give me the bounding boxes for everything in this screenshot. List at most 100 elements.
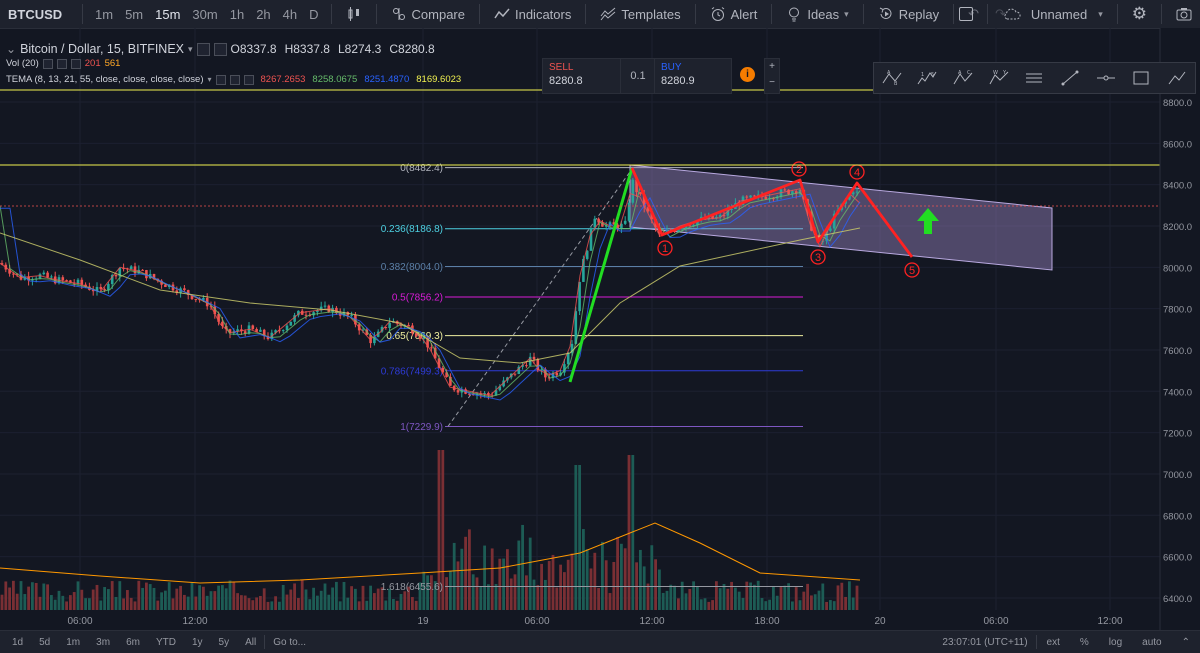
rectangle-icon[interactable]	[1129, 67, 1153, 89]
divider	[986, 4, 988, 24]
auto-toggle[interactable]: auto	[1142, 636, 1162, 648]
volume-bar	[498, 558, 502, 610]
range-1d[interactable]: 1d	[12, 636, 24, 648]
volume-bar	[50, 595, 53, 610]
snapshot-button[interactable]	[1168, 6, 1200, 22]
time-tick-label: 18:00	[754, 616, 779, 627]
timeframe-2h[interactable]: 2h	[256, 6, 271, 22]
info-icon[interactable]: i	[740, 67, 755, 82]
expand-icon[interactable]: ⌃	[1181, 636, 1190, 648]
legend-settings-icon[interactable]	[229, 74, 240, 85]
legend-settings-icon[interactable]	[196, 42, 210, 56]
symbol-search[interactable]: BTCUSD	[8, 6, 63, 22]
sell-label: SELL	[549, 62, 574, 73]
legend-close-icon[interactable]	[213, 42, 227, 56]
compare-button[interactable]: Compare	[383, 6, 473, 22]
legend-close-icon[interactable]	[243, 74, 254, 85]
top-toolbar: BTCUSD 1m 5m 15m 30m 1h 2h 4h D Compare …	[0, 0, 1200, 29]
volume-bar	[251, 600, 255, 610]
path-icon[interactable]	[1165, 67, 1189, 89]
volume-bar	[851, 597, 855, 610]
chevron-down-icon[interactable]: ▾	[207, 75, 212, 84]
chevron-down-icon[interactable]: ▾	[188, 43, 193, 54]
volume-bar	[494, 584, 498, 610]
buy-box[interactable]: BUY 8280.9	[654, 58, 732, 94]
candle-body	[110, 275, 114, 285]
price-chart[interactable]: 06:00 12:00 19 06:00 12:00 18:00 20 06:00 12:00 …	[0, 28, 1200, 630]
volume-bar	[8, 587, 11, 610]
volume-bar	[152, 587, 156, 610]
percent-toggle[interactable]: %	[1079, 636, 1089, 648]
sell-box[interactable]: SELL 8280.8	[542, 58, 622, 94]
divider	[953, 4, 955, 24]
indicators-button[interactable]: Indicators	[486, 6, 579, 22]
timeframe-5m[interactable]: 5m	[125, 6, 144, 22]
legend-eye-icon[interactable]	[42, 58, 53, 69]
alert-button[interactable]: Alert	[702, 6, 766, 22]
timeframe-4h[interactable]: 4h	[282, 6, 298, 22]
chart-pane[interactable]: 06:00 12:00 19 06:00 12:00 18:00 20 06:00 12:00 …	[0, 28, 1200, 630]
trend-line-icon[interactable]	[1058, 67, 1082, 89]
tema-label[interactable]: TEMA (8, 13, 21, 55, close, close, close…	[6, 74, 204, 85]
legend-eye-icon[interactable]	[215, 74, 226, 85]
collapse-icon[interactable]: ⌄	[6, 42, 17, 56]
timeframe-15m[interactable]: 15m	[155, 6, 181, 22]
log-toggle[interactable]: log	[1108, 636, 1123, 648]
range-ytd[interactable]: YTD	[155, 636, 176, 648]
symbol-title[interactable]: Bitcoin / Dollar, 15, BITFINEX	[20, 42, 185, 56]
timeframe-30m[interactable]: 30m	[192, 6, 218, 22]
quantity-stepper[interactable]: + −	[764, 58, 780, 94]
fib-retracement[interactable]: 0(8482.4) 0.236(8186.8) 0.382(8004.0) 0.5(7…	[381, 163, 803, 593]
volume-ma-value: 561	[104, 58, 121, 69]
volume-bar	[255, 597, 258, 610]
volume-bar	[95, 584, 99, 610]
undo-button[interactable]: ↶	[960, 6, 987, 22]
redo-button[interactable]: ↷	[987, 6, 1014, 22]
clock[interactable]: 23:07:01 (UTC+11)	[942, 636, 1028, 648]
legend-settings-icon[interactable]	[56, 58, 67, 69]
horizontal-line-icon[interactable]	[1094, 67, 1118, 89]
replay-button[interactable]: Replay	[870, 6, 947, 22]
lines-icon[interactable]	[1022, 67, 1046, 89]
legend-close-icon[interactable]	[70, 58, 81, 69]
settings-button[interactable]: ⚙	[1124, 4, 1155, 24]
ideas-button[interactable]: Ideas ▾	[778, 6, 856, 22]
candle-body	[0, 263, 4, 265]
layout-button[interactable]: Unnamed ▾	[994, 6, 1111, 22]
plus-icon[interactable]: +	[769, 61, 775, 72]
timeframe-d[interactable]: D	[309, 6, 319, 22]
volume-bar	[836, 585, 840, 610]
goto-button[interactable]: Go to...	[273, 636, 307, 648]
templates-button[interactable]: Templates	[592, 6, 688, 22]
range-3m[interactable]: 3m	[96, 636, 111, 648]
range-6m[interactable]: 6m	[126, 636, 140, 648]
price-tick-label: 8200.0	[1163, 222, 1192, 233]
range-all[interactable]: All	[245, 636, 257, 648]
volume-bar	[673, 585, 676, 610]
volume-bar	[475, 577, 479, 610]
ext-toggle[interactable]: ext	[1046, 636, 1060, 648]
candle-body	[513, 373, 517, 375]
templates-label: Templates	[621, 6, 681, 22]
volume-bar	[813, 594, 817, 610]
timeframe-1h[interactable]: 1h	[229, 6, 245, 22]
range-5y[interactable]: 5y	[218, 636, 230, 648]
volume-bar	[559, 564, 562, 610]
timeframe-1m[interactable]: 1m	[95, 6, 114, 22]
minus-icon[interactable]: −	[769, 77, 775, 88]
candle-body	[65, 280, 68, 282]
candle-body	[718, 215, 722, 217]
fullscreen-button[interactable]	[951, 7, 981, 21]
volume-label[interactable]: Vol (20)	[6, 58, 39, 69]
range-1m[interactable]: 1m	[66, 636, 81, 648]
range-5d[interactable]: 5d	[39, 636, 51, 648]
elliott-wave[interactable]: 1 2 3 4 5	[568, 161, 939, 383]
chart-style-button[interactable]	[338, 6, 370, 22]
price-axis[interactable]: 8800.0 8600.0 8400.0 8200.0 8000.0 7800.0 7600…	[1159, 28, 1200, 630]
parallel-channel[interactable]	[629, 164, 1053, 271]
range-1y[interactable]: 1y	[191, 636, 203, 648]
